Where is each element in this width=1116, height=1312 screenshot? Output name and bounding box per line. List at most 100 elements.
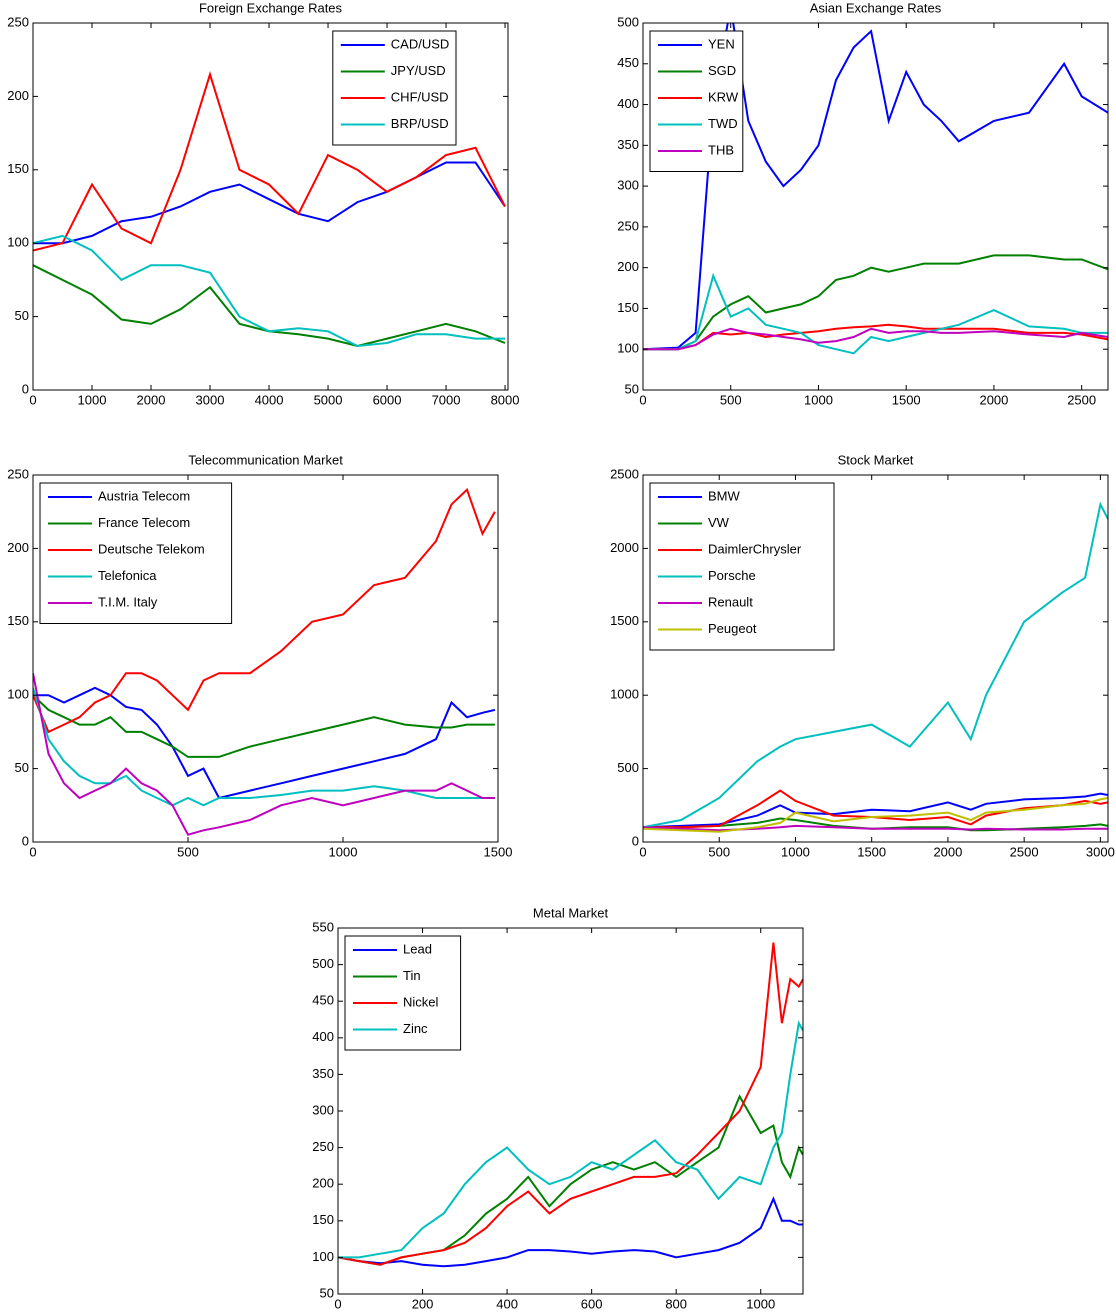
y-tick-label: 150: [7, 613, 29, 628]
y-tick-label: 1500: [610, 613, 639, 628]
legend-label: Lead: [403, 941, 432, 956]
legend-label: Zinc: [403, 1021, 428, 1036]
x-tick-label: 2000: [979, 392, 1008, 407]
y-tick-label: 350: [312, 1066, 334, 1081]
chart-title: Metal Market: [533, 905, 609, 920]
chart-panel: Telecommunication Market 0 500 1000 1500 0 50 1…: [7, 452, 512, 859]
y-tick-label: 2000: [610, 540, 639, 555]
y-tick-label: 50: [15, 308, 29, 323]
chart-panel: Metal Market 0 200 400 600 800 1000 50 100 150 200…: [312, 905, 804, 1311]
series-line: [338, 1094, 803, 1266]
y-tick-label: 1000: [610, 687, 639, 702]
legend-label: SGD: [708, 63, 736, 78]
legend-box: [344, 935, 462, 1051]
y-tick-label: 0: [22, 833, 29, 848]
y-tick-label: 2500: [610, 466, 639, 481]
y-tick-label: 400: [617, 96, 639, 111]
legend-label: Deutsche Telekom: [98, 541, 205, 556]
y-tick-label: 100: [312, 1249, 334, 1264]
y-tick-label: 300: [312, 1102, 334, 1117]
legend-label: DaimlerChrysler: [708, 541, 802, 556]
series-line: [643, 792, 1108, 829]
chart-title: Telecommunication Market: [188, 452, 343, 467]
y-tick-label: 200: [617, 259, 639, 274]
x-tick-label: 1000: [746, 1296, 775, 1311]
x-tick-label: 500: [177, 844, 199, 859]
x-tick-label: 0: [29, 392, 36, 407]
x-tick-label: 0: [334, 1296, 341, 1311]
legend-label: Nickel: [403, 994, 439, 1009]
series-line: [643, 327, 1108, 351]
plot-frame: [642, 22, 1109, 391]
legend-label: T.I.M. Italy: [98, 594, 158, 609]
y-tick-label: 500: [312, 956, 334, 971]
x-tick-label: 1000: [329, 844, 358, 859]
legend-label: France Telecom: [98, 515, 190, 530]
x-tick-label: 600: [581, 1296, 603, 1311]
y-tick-label: 550: [312, 919, 334, 934]
x-tick-label: 6000: [373, 392, 402, 407]
chart-panel: Stock Market 0 500 1000 1500 2000 2500 3000 0 500…: [610, 452, 1115, 859]
y-tick-label: 0: [632, 833, 639, 848]
x-tick-label: 500: [708, 844, 730, 859]
y-tick-label: 250: [7, 14, 29, 29]
series-line: [33, 687, 495, 807]
series-line: [33, 161, 506, 245]
y-tick-label: 150: [7, 161, 29, 176]
x-tick-label: 400: [496, 1296, 518, 1311]
plot-frame: [642, 474, 1109, 843]
legend-label: BMW: [708, 488, 741, 503]
legend: CAD/USD JPY/USD CHF/USD BRP/USD: [332, 30, 457, 146]
legend-label: Peugeot: [708, 621, 757, 636]
legend-label: Austria Telecom: [98, 488, 190, 503]
y-tick-label: 250: [617, 218, 639, 233]
x-tick-label: 8000: [491, 392, 520, 407]
series-line: [338, 1196, 803, 1268]
legend: Lead Tin Nickel Zinc: [344, 935, 462, 1051]
x-tick-label: 1500: [857, 844, 886, 859]
legend-label: VW: [708, 515, 730, 530]
y-tick-label: 150: [312, 1212, 334, 1227]
legend-box: [649, 30, 744, 172]
series-line: [643, 323, 1108, 351]
x-tick-label: 0: [29, 844, 36, 859]
legend-label: Porsche: [708, 568, 756, 583]
legend-label: CHF/USD: [391, 89, 449, 104]
chart-panel: Asian Exchange Rates 0 500 1000 1500 2000 2500…: [617, 0, 1109, 407]
legend-label: YEN: [708, 36, 735, 51]
y-tick-label: 50: [320, 1285, 334, 1300]
y-tick-label: 200: [312, 1176, 334, 1191]
series-line: [33, 234, 505, 348]
legend: BMW VW DaimlerChrysler Porsche Renault Peugeo…: [649, 482, 835, 651]
series-line: [643, 817, 1108, 832]
series-line: [33, 686, 496, 800]
x-tick-label: 0: [639, 844, 646, 859]
legend-label: THB: [708, 142, 734, 157]
series-line: [33, 673, 495, 836]
x-tick-label: 2000: [137, 392, 166, 407]
y-tick-label: 200: [7, 540, 29, 555]
legend: YEN SGD KRW TWD THB: [649, 30, 744, 172]
series-line: [338, 1020, 803, 1259]
x-tick-label: 2500: [1010, 844, 1039, 859]
x-tick-label: 200: [412, 1296, 434, 1311]
y-tick-label: 350: [617, 137, 639, 152]
x-tick-label: 500: [720, 392, 742, 407]
y-tick-label: 50: [15, 760, 29, 775]
y-tick-label: 500: [617, 14, 639, 29]
x-tick-label: 0: [639, 392, 646, 407]
series-line: [33, 694, 495, 758]
y-tick-label: 150: [617, 300, 639, 315]
series-line: [643, 501, 1108, 829]
legend-box: [649, 482, 835, 651]
plot-frame: [32, 474, 499, 843]
chart-title: Asian Exchange Rates: [810, 0, 942, 15]
legend-label: CAD/USD: [391, 36, 450, 51]
legend-label: Telefonica: [98, 568, 157, 583]
legend-label: Renault: [708, 594, 753, 609]
y-tick-label: 100: [617, 341, 639, 356]
legend: Austria Telecom France Telecom Deutsche Te…: [39, 482, 233, 624]
